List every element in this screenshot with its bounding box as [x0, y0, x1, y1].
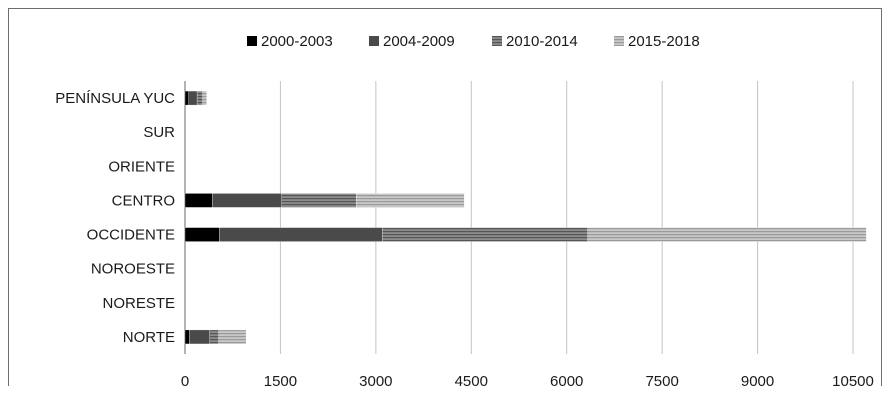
- legend-label: 2010-2014: [506, 33, 578, 50]
- bar-segment: [202, 90, 207, 106]
- bar-segment: [355, 193, 465, 208]
- legend-swatch: [492, 36, 502, 46]
- category-label: NORTE: [123, 329, 175, 346]
- bar-segment: [382, 227, 588, 242]
- stacked-bar-chart: 2000-2003 2004-2009 2010-2014 2015-2018 PEN…: [55, 33, 874, 390]
- legend-label: 2004-2009: [383, 33, 455, 50]
- bar-segment: [587, 227, 867, 242]
- category-label: ORIENTE: [108, 158, 175, 175]
- bar-segment: [281, 193, 357, 208]
- bar-segment: [184, 193, 213, 208]
- x-tick-label: 3000: [359, 373, 392, 386]
- legend-swatch: [247, 36, 257, 46]
- legend: 2000-2003 2004-2009 2010-2014 2015-2018: [247, 33, 700, 50]
- legend-swatch: [369, 36, 379, 46]
- x-tick-label: 7500: [645, 373, 678, 386]
- category-labels: PENÍNSULA YUC SUR ORIENTE CENTRO OCCIDENTE NO…: [55, 90, 175, 346]
- category-label: PENÍNSULA YUC: [55, 90, 175, 107]
- x-tick-label: 9000: [741, 373, 774, 386]
- bar-segment: [184, 90, 189, 106]
- category-label: NOROESTE: [91, 261, 175, 278]
- bar-segment: [218, 329, 247, 345]
- x-tick-label: 4500: [455, 373, 488, 386]
- bars: [184, 90, 867, 345]
- bar-segment: [209, 329, 219, 345]
- category-label: NORESTE: [102, 295, 175, 312]
- bar-segment: [189, 329, 210, 345]
- x-tick-label: 6000: [550, 373, 583, 386]
- category-label: CENTRO: [112, 192, 175, 209]
- bar-segment: [184, 227, 220, 242]
- x-tick-label: 1500: [264, 373, 297, 386]
- bar-segment: [188, 90, 198, 106]
- gridlines: [184, 81, 854, 354]
- legend-label: 2015-2018: [628, 33, 700, 50]
- category-label: OCCIDENTE: [87, 227, 175, 244]
- bar-segment: [219, 227, 383, 242]
- x-tick-label: 0: [181, 373, 189, 386]
- x-tick-label: 10500: [832, 373, 874, 386]
- bar-segment: [196, 90, 203, 106]
- chart-frame: 2000-2003 2004-2009 2010-2014 2015-2018 PEN…: [8, 8, 882, 390]
- x-tick-labels: 0 1500 3000 4500 6000 7500 9000 10500: [181, 373, 874, 390]
- legend-swatch: [614, 36, 624, 46]
- bar-segment: [212, 193, 282, 208]
- category-label: SUR: [143, 124, 175, 141]
- legend-label: 2000-2003: [261, 33, 333, 50]
- bar-segment: [184, 329, 190, 345]
